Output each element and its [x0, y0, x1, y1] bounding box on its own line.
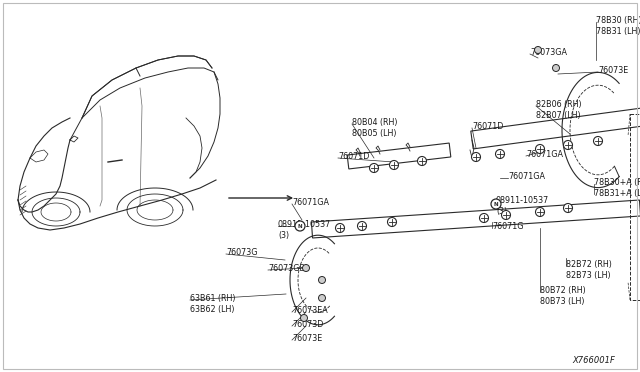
Circle shape [335, 224, 344, 232]
Text: 08911-10537
(3): 08911-10537 (3) [278, 220, 332, 240]
Text: 78B30 (RH)
78B31 (LH): 78B30 (RH) 78B31 (LH) [596, 16, 640, 36]
Text: 76071GA: 76071GA [508, 172, 545, 181]
Circle shape [301, 314, 307, 321]
Text: 76073EA: 76073EA [292, 306, 328, 315]
Text: 76073GA: 76073GA [530, 48, 567, 57]
Circle shape [536, 208, 545, 217]
Text: 82B72 (RH)
82B73 (LH): 82B72 (RH) 82B73 (LH) [566, 260, 612, 280]
Text: 76073GB: 76073GB [268, 264, 305, 273]
Text: 76073E: 76073E [598, 66, 628, 75]
Circle shape [479, 214, 488, 222]
Circle shape [358, 221, 367, 231]
Text: 80B04 (RH)
80B05 (LH): 80B04 (RH) 80B05 (LH) [352, 118, 397, 138]
Circle shape [303, 264, 310, 272]
Circle shape [593, 137, 602, 145]
Circle shape [491, 199, 501, 209]
Text: 76071GA: 76071GA [526, 150, 563, 159]
Circle shape [390, 160, 399, 170]
Circle shape [563, 141, 573, 150]
Circle shape [563, 203, 573, 212]
Circle shape [502, 211, 511, 219]
Circle shape [536, 144, 545, 154]
Circle shape [495, 150, 504, 158]
Text: 76073G: 76073G [226, 248, 257, 257]
Text: 76071D: 76071D [338, 152, 369, 161]
Circle shape [387, 218, 397, 227]
Text: X766001F: X766001F [572, 356, 615, 365]
Text: 76073D: 76073D [292, 320, 323, 329]
Text: 76071D: 76071D [472, 122, 504, 131]
Text: 76071GA: 76071GA [292, 198, 329, 207]
Circle shape [319, 295, 326, 301]
Text: N: N [298, 224, 302, 229]
Text: 08911-10537
(3): 08911-10537 (3) [496, 196, 549, 216]
Text: 76073E: 76073E [292, 334, 323, 343]
Circle shape [369, 164, 378, 173]
Circle shape [319, 276, 326, 283]
Text: 63B61 (RH)
63B62 (LH): 63B61 (RH) 63B62 (LH) [190, 294, 236, 314]
Text: 76071G: 76071G [492, 222, 524, 231]
Circle shape [472, 153, 481, 161]
Text: 78B30+A (RH)
78B31+A (LH): 78B30+A (RH) 78B31+A (LH) [594, 178, 640, 198]
Circle shape [417, 157, 426, 166]
Circle shape [552, 64, 559, 71]
Text: 82B06 (RH)
82B07 (LH): 82B06 (RH) 82B07 (LH) [536, 100, 582, 120]
Text: N: N [493, 202, 499, 207]
Circle shape [295, 221, 305, 231]
Text: 80B72 (RH)
80B73 (LH): 80B72 (RH) 80B73 (LH) [540, 286, 586, 306]
Circle shape [534, 46, 541, 54]
